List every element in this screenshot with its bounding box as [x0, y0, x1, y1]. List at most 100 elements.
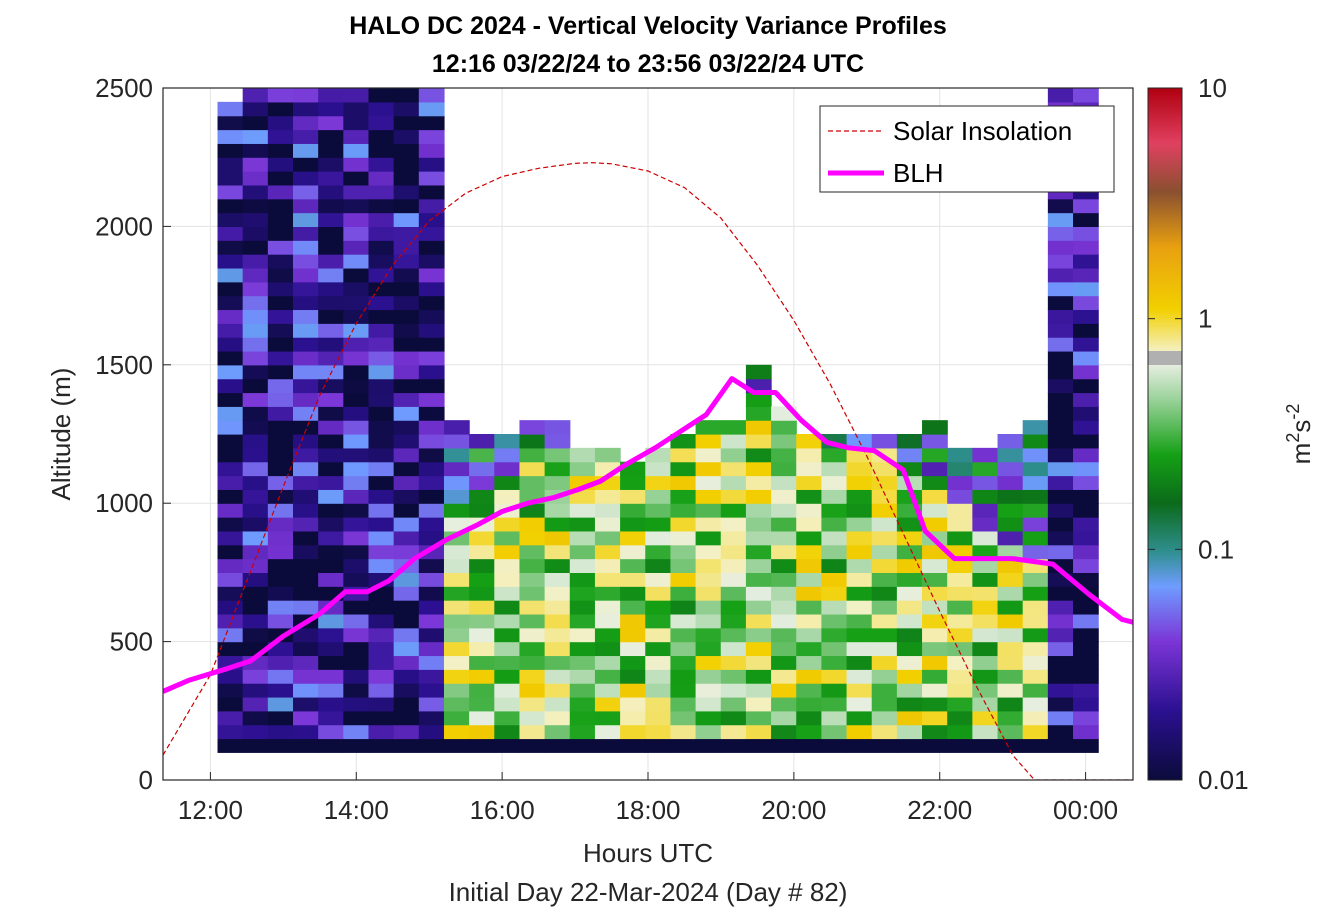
heatmap-cell	[922, 572, 948, 587]
heatmap-cell	[469, 655, 495, 670]
heatmap-cell	[293, 406, 319, 421]
heatmap-cell	[368, 710, 395, 726]
heatmap-cell	[267, 240, 294, 255]
heatmap-cell	[771, 738, 797, 753]
heatmap-cell	[393, 101, 420, 117]
heatmap-cell	[620, 517, 646, 532]
heatmap-cell	[972, 517, 999, 532]
heatmap-cell	[1073, 600, 1099, 615]
heatmap-cell	[821, 641, 848, 657]
heatmap-cell	[267, 738, 294, 753]
heatmap-cell	[368, 171, 395, 186]
heatmap-cell	[242, 171, 269, 186]
heatmap-cell	[544, 420, 571, 435]
heatmap-cell	[318, 544, 344, 560]
heatmap-cell	[670, 696, 697, 712]
heatmap-cell	[997, 696, 1024, 712]
heatmap-cell	[217, 475, 244, 490]
heatmap-cell	[293, 530, 319, 546]
heatmap-cell	[695, 420, 722, 435]
heatmap-cell	[418, 641, 445, 657]
heatmap-cell	[922, 600, 948, 615]
heatmap-cell	[947, 696, 973, 712]
heatmap-cell	[670, 434, 697, 449]
heatmap-cell	[393, 115, 420, 131]
heatmap-cell	[1073, 240, 1099, 255]
heatmap-cell	[821, 724, 848, 740]
heatmap-cell	[720, 489, 747, 504]
heatmap-cell	[1047, 267, 1074, 283]
heatmap-cell	[1047, 489, 1074, 504]
heatmap-cell	[997, 641, 1024, 657]
heatmap-cell	[368, 240, 395, 255]
heatmap-cell	[594, 613, 621, 629]
heatmap-cell	[720, 641, 747, 657]
heatmap-cell	[343, 337, 370, 352]
heatmap-cell	[997, 600, 1024, 615]
heatmap-cell	[393, 184, 420, 200]
heatmap-cell	[796, 710, 822, 726]
heatmap-cell	[267, 323, 294, 338]
heatmap-cell	[821, 669, 848, 684]
heatmap-cell	[418, 254, 445, 269]
heatmap-cell	[443, 641, 470, 657]
heatmap-cell	[267, 226, 294, 241]
heatmap-cell	[745, 503, 772, 518]
heatmap-cell	[1073, 309, 1099, 324]
heatmap-cell	[242, 406, 269, 421]
heatmap-cell	[620, 641, 646, 657]
heatmap-cell	[947, 475, 973, 490]
heatmap-cell	[670, 669, 697, 684]
heatmap-cell	[670, 461, 697, 477]
heatmap-cell	[1022, 613, 1049, 629]
heatmap-cell	[368, 309, 395, 324]
heatmap-cell	[620, 627, 646, 643]
heatmap-cell	[745, 406, 772, 421]
heatmap-cell	[670, 641, 697, 657]
heatmap-cell	[293, 254, 319, 269]
heatmap-cell	[242, 669, 269, 684]
heatmap-cell	[745, 461, 772, 477]
heatmap-cell	[720, 613, 747, 629]
heatmap-cell	[821, 738, 848, 753]
heatmap-cell	[922, 641, 948, 657]
heatmap-cell	[217, 378, 244, 394]
heatmap-cell	[922, 738, 948, 753]
heatmap-cell	[519, 434, 546, 449]
heatmap-cell	[846, 572, 873, 587]
heatmap-cell	[293, 461, 319, 477]
heatmap-cell	[494, 558, 521, 573]
heatmap-cell	[846, 627, 873, 643]
heatmap-cell	[267, 392, 294, 407]
heatmap-cell	[922, 696, 948, 712]
heatmap-cell	[695, 503, 722, 518]
heatmap-cell	[569, 572, 596, 587]
heatmap-cell	[519, 683, 546, 698]
heatmap-cell	[745, 586, 772, 601]
heatmap-cell	[494, 696, 521, 712]
heatmap-cell	[1073, 503, 1099, 518]
heatmap-cell	[720, 544, 747, 560]
heatmap-cell	[670, 683, 697, 698]
heatmap-cell	[1022, 669, 1049, 684]
heatmap-cell	[293, 586, 319, 601]
heatmap-cell	[293, 88, 319, 103]
heatmap-cell	[443, 738, 470, 753]
heatmap-cell	[972, 447, 999, 463]
heatmap-cell	[318, 337, 344, 352]
heatmap-cell	[418, 295, 445, 311]
heatmap-cell	[620, 544, 646, 560]
heatmap-cell	[368, 378, 395, 394]
heatmap-cell	[896, 710, 923, 726]
heatmap-cell	[418, 378, 445, 394]
heatmap-cell	[343, 115, 370, 131]
heatmap-cell	[217, 517, 244, 532]
heatmap-cell	[871, 724, 898, 740]
heatmap-cell	[1073, 738, 1099, 753]
heatmap-cell	[1073, 530, 1099, 546]
heatmap-cell	[720, 475, 747, 490]
heatmap-cell	[368, 544, 395, 560]
heatmap-cell	[620, 503, 646, 518]
heatmap-cell	[418, 198, 445, 214]
heatmap-cell	[796, 641, 822, 657]
